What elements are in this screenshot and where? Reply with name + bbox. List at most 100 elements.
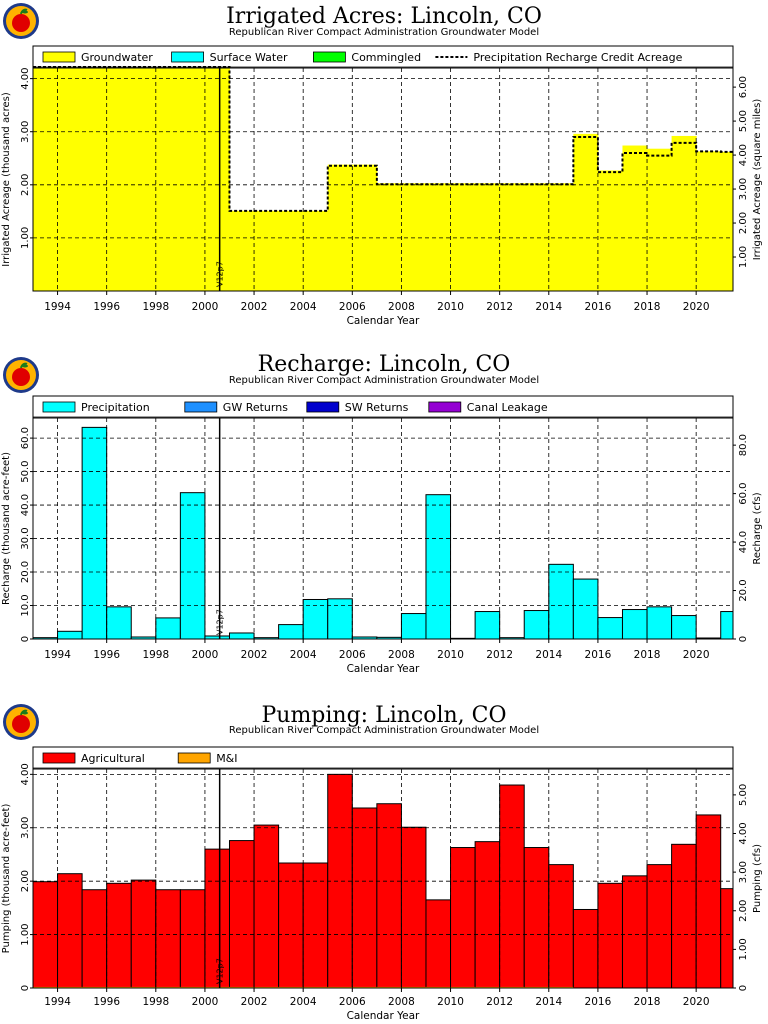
y-tick-label: 40.0 bbox=[20, 494, 31, 516]
bar bbox=[474, 611, 501, 640]
y-right-axis-label: Pumping (cfs) bbox=[752, 844, 763, 913]
x-tick-label: 1994 bbox=[44, 301, 71, 313]
y-axis-label: Pumping (thousand acre-feet) bbox=[1, 804, 12, 954]
recharge-panel: Recharge: Lincoln, CO Republican River C… bbox=[0, 348, 768, 688]
bar bbox=[572, 908, 599, 989]
bar bbox=[523, 610, 550, 640]
legend-swatch bbox=[42, 51, 76, 63]
x-tick-label: 2014 bbox=[535, 649, 562, 661]
x-tick-label: 2004 bbox=[290, 649, 317, 661]
x-tick-label: 1996 bbox=[93, 301, 120, 313]
chart-title: Irrigated Acres: Lincoln, CO bbox=[226, 4, 542, 29]
y-right-tick-label: 40.0 bbox=[738, 531, 749, 553]
y-right-axis-label: Irrigated Acreage (square miles) bbox=[752, 99, 763, 261]
bar bbox=[425, 494, 452, 640]
legend-label: Groundwater bbox=[81, 51, 153, 64]
area-step bbox=[696, 151, 722, 291]
bar bbox=[327, 598, 353, 640]
bar-secondary bbox=[352, 986, 377, 988]
y-right-tick-label: 2.00 bbox=[738, 900, 749, 922]
bar bbox=[155, 617, 181, 640]
bar-secondary bbox=[155, 986, 181, 988]
y-right-tick-label: 5.00 bbox=[738, 110, 749, 132]
apple-logo-icon bbox=[3, 357, 39, 393]
area-step bbox=[376, 183, 402, 291]
area-step bbox=[82, 68, 108, 292]
x-tick-label: 2006 bbox=[339, 996, 366, 1008]
area-step bbox=[327, 164, 353, 291]
legend-swatch bbox=[42, 401, 76, 413]
chart-subtitle: Republican River Compact Administration … bbox=[228, 375, 540, 386]
x-axis-label: Calendar Year bbox=[347, 1010, 420, 1022]
y-right-tick-label: 2.00 bbox=[738, 212, 749, 234]
y-tick-label: 30.0 bbox=[20, 527, 31, 549]
area-step bbox=[57, 68, 83, 292]
bar-secondary bbox=[180, 986, 205, 988]
area-step bbox=[352, 164, 378, 291]
bar bbox=[228, 632, 255, 640]
x-tick-label: 2012 bbox=[486, 301, 513, 313]
x-tick-label: 1998 bbox=[142, 649, 169, 661]
area-step bbox=[303, 210, 329, 291]
bar-secondary bbox=[82, 986, 107, 988]
bar bbox=[671, 843, 697, 989]
x-tick-label: 2002 bbox=[241, 996, 268, 1008]
bar bbox=[720, 611, 734, 640]
bar bbox=[400, 613, 427, 640]
y-tick-label: 4.00 bbox=[20, 67, 31, 89]
y-tick-label: 3.00 bbox=[20, 817, 31, 839]
x-tick-label: 2000 bbox=[192, 996, 219, 1008]
x-tick-label: 2010 bbox=[437, 996, 464, 1008]
x-tick-label: 2018 bbox=[634, 301, 661, 313]
bar-secondary bbox=[33, 986, 58, 988]
legend-label: Precipitation bbox=[81, 401, 150, 414]
area-step bbox=[597, 170, 623, 291]
plot-area bbox=[33, 396, 733, 639]
bar bbox=[278, 624, 304, 640]
bar bbox=[695, 814, 722, 989]
area-step bbox=[720, 151, 734, 291]
legend-label: M&I bbox=[216, 752, 237, 765]
bar bbox=[720, 888, 734, 989]
x-tick-label: 2020 bbox=[683, 301, 710, 313]
y-tick-label: 0 bbox=[20, 985, 31, 991]
x-tick-label: 2020 bbox=[683, 996, 710, 1008]
area-step bbox=[647, 148, 673, 291]
y-tick-label: 1.00 bbox=[20, 923, 31, 945]
x-tick-label: 2004 bbox=[290, 301, 317, 313]
area-step bbox=[499, 183, 525, 291]
bar bbox=[179, 889, 206, 989]
apple-logo-icon bbox=[3, 704, 39, 740]
y-tick-label: 0 bbox=[20, 636, 31, 642]
bar bbox=[376, 803, 402, 989]
y-axis-label: Recharge (thousand acre-feet) bbox=[1, 452, 12, 605]
x-tick-label: 1994 bbox=[44, 996, 71, 1008]
legend-label: GW Returns bbox=[223, 401, 288, 414]
chart-title: Recharge: Lincoln, CO bbox=[257, 352, 511, 377]
bar bbox=[572, 578, 599, 640]
x-tick-label: 2008 bbox=[388, 649, 415, 661]
area-step bbox=[573, 133, 599, 291]
bar bbox=[548, 563, 574, 640]
x-tick-label: 2008 bbox=[388, 301, 415, 313]
legend-label: SW Returns bbox=[345, 401, 409, 414]
bar-secondary bbox=[278, 986, 304, 988]
x-tick-label: 2014 bbox=[535, 301, 562, 313]
y-right-tick-label: 20.0 bbox=[738, 579, 749, 601]
legend-swatch bbox=[171, 51, 205, 63]
legend-label: Surface Water bbox=[210, 51, 288, 64]
x-tick-label: 2012 bbox=[486, 649, 513, 661]
x-tick-label: 1996 bbox=[93, 649, 120, 661]
area-step bbox=[425, 183, 452, 291]
bar-secondary bbox=[548, 986, 574, 988]
y-tick-label: 20.0 bbox=[20, 561, 31, 583]
x-tick-label: 2016 bbox=[585, 649, 612, 661]
recharge-chart: V12p7 Precipitation GW Returns SW Returns Ca… bbox=[1, 395, 763, 675]
bar-secondary bbox=[303, 986, 328, 988]
bar bbox=[106, 882, 132, 989]
bar-secondary bbox=[450, 986, 476, 988]
x-tick-label: 2014 bbox=[535, 996, 562, 1008]
bar bbox=[621, 609, 648, 640]
bar bbox=[204, 848, 230, 989]
version-marker-label: V12p7 bbox=[216, 958, 225, 984]
